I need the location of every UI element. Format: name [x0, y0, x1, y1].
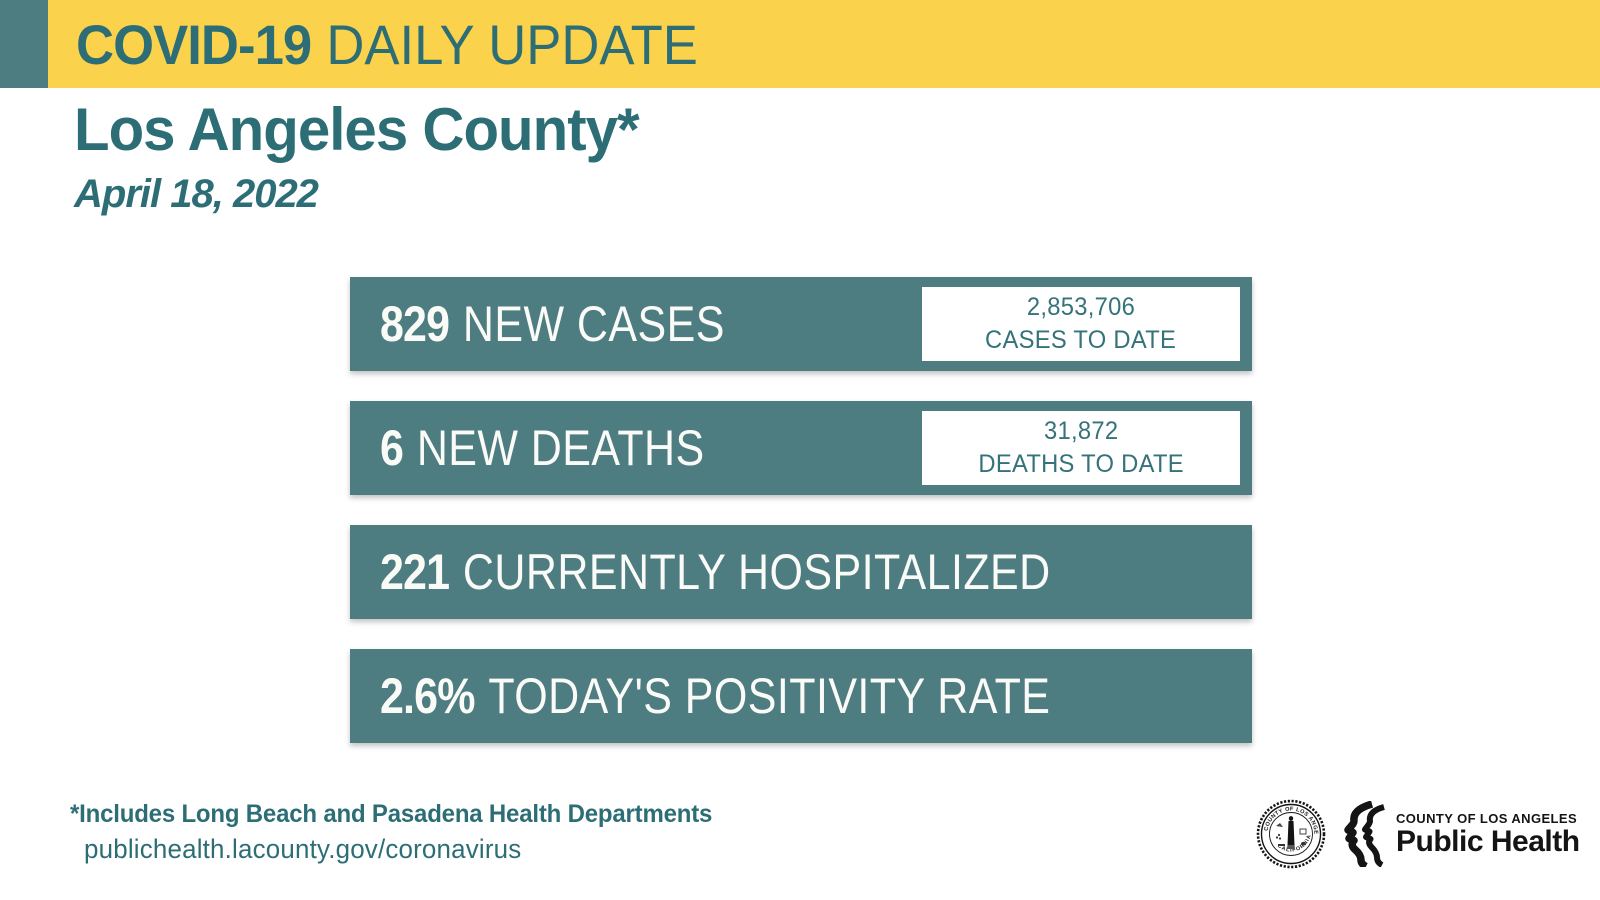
svg-text:CALIFORNIA: CALIFORNIA — [1276, 833, 1313, 853]
stat-bar-new-cases: 829 NEW CASES 2,853,706 CASES TO DATE — [350, 277, 1252, 371]
stat-label: NEW CASES — [462, 296, 725, 352]
stat-bar-positivity-rate: 2.6% TODAY'S POSITIVITY RATE — [350, 649, 1252, 743]
stat-text: 6 NEW DEATHS — [380, 419, 705, 477]
total-value: 2,853,706 — [1026, 293, 1136, 321]
banner-title-light: DAILY UPDATE — [326, 12, 698, 76]
headline-block: Los Angeles County* April 18, 2022 — [74, 96, 656, 217]
logo-group: COUNTY OF LOS ANGELES CALIFORNIA COUNTY … — [1256, 796, 1580, 872]
stat-text: 829 NEW CASES — [380, 295, 725, 353]
logo-county-line: COUNTY OF LOS ANGELES — [1396, 810, 1578, 826]
corner-accent-square — [0, 0, 48, 88]
stat-value: 221 — [380, 544, 450, 600]
banner-title-bold: COVID-19 — [76, 12, 312, 76]
stat-text: 2.6% TODAY'S POSITIVITY RATE — [380, 667, 1050, 725]
page-title: Los Angeles County* — [74, 96, 640, 163]
stat-label: NEW DEATHS — [416, 420, 705, 476]
total-value: 31,872 — [1043, 417, 1119, 445]
seal-arc-bottom-text: CALIFORNIA — [1276, 833, 1312, 853]
public-health-logo: COUNTY OF LOS ANGELES Public Health — [1344, 801, 1580, 867]
deaths-to-date-box: 31,872 DEATHS TO DATE — [922, 411, 1240, 485]
top-banner: COVID-19 DAILY UPDATE — [48, 0, 1600, 88]
stat-value: 2.6% — [380, 668, 475, 724]
footnote-text: *Includes Long Beach and Pasadena Health… — [70, 800, 713, 828]
la-county-seal-icon: COUNTY OF LOS ANGELES CALIFORNIA — [1256, 799, 1326, 869]
stat-label: TODAY'S POSITIVITY RATE — [488, 668, 1051, 724]
total-label: CASES TO DATE — [985, 326, 1177, 354]
banner-title: COVID-19 DAILY UPDATE — [76, 12, 698, 77]
profile-faces-icon — [1344, 801, 1385, 867]
footer-note-block: *Includes Long Beach and Pasadena Health… — [70, 798, 739, 866]
report-date: April 18, 2022 — [74, 172, 319, 216]
stat-value: 6 — [380, 420, 404, 476]
stat-text: 221 CURRENTLY HOSPITALIZED — [380, 543, 1051, 601]
stats-list: 829 NEW CASES 2,853,706 CASES TO DATE 6 … — [350, 277, 1252, 743]
stat-bar-hospitalized: 221 CURRENTLY HOSPITALIZED — [350, 525, 1252, 619]
website-url: publichealth.lacounty.gov/coronavirus — [84, 834, 522, 864]
public-health-logo-text: COUNTY OF LOS ANGELES Public Health — [1396, 811, 1580, 858]
stat-bar-new-deaths: 6 NEW DEATHS 31,872 DEATHS TO DATE — [350, 401, 1252, 495]
cases-to-date-box: 2,853,706 CASES TO DATE — [922, 287, 1240, 361]
total-label: DEATHS TO DATE — [978, 450, 1184, 478]
stat-value: 829 — [380, 296, 450, 352]
stat-label: CURRENTLY HOSPITALIZED — [462, 544, 1051, 600]
logo-public-health-line: Public Health — [1396, 824, 1580, 858]
